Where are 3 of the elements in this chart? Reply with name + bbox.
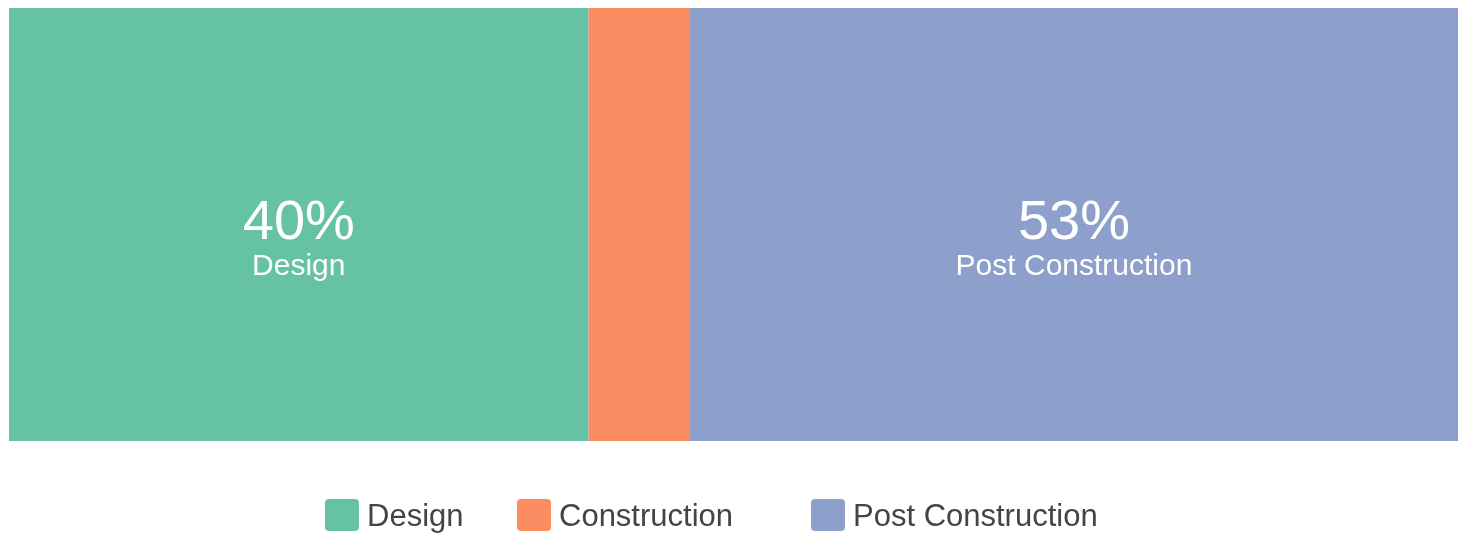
legend-label: Construction (559, 498, 734, 533)
legend-label: Post Construction (853, 498, 1098, 533)
legend-label: Design (367, 498, 464, 533)
